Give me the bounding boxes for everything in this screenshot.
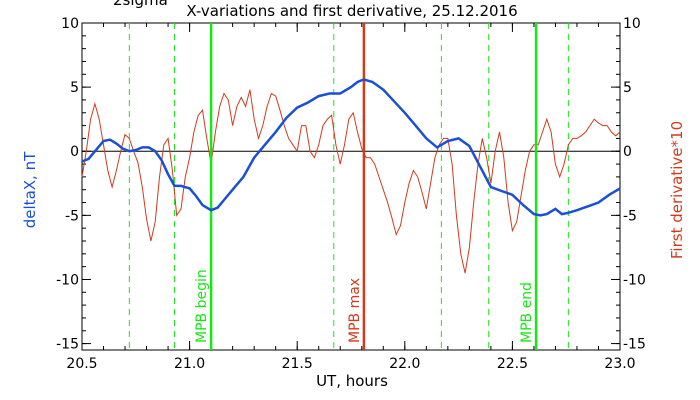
mpb-marker-label: MPB end: [519, 282, 535, 343]
left-y-tick-label: 0: [70, 144, 79, 160]
right-y-tick-label: -5: [623, 208, 637, 224]
x-tick-label: 22.0: [389, 356, 420, 372]
right-y-tick-label: -15: [623, 337, 646, 353]
left-y-tick-label: 5: [70, 80, 79, 96]
left-y-axis-label: deltaX, nT: [21, 151, 39, 228]
left-y-tick-label: -15: [56, 337, 79, 353]
plot-frame: [81, 22, 621, 351]
right-y-axis-label: First derivative*10: [668, 121, 686, 259]
right-y-tick-label: 5: [623, 80, 632, 96]
mpb-marker-label: MPB max: [347, 278, 363, 343]
x-tick-label: 22.5: [497, 356, 528, 372]
left-y-tick-label: -5: [65, 208, 79, 224]
chart-title: X-variations and first derivative, 25.12…: [186, 2, 517, 20]
right-y-tick-label: 0: [623, 144, 632, 160]
x-tick-label: 21.0: [174, 356, 205, 372]
plot-area: 20.5 21.0 21.5 22.0 22.5 23.0 10 10 5 5 0 0 -5 -5 -10 -…: [56, 16, 646, 372]
left-y-tick-label: -10: [56, 272, 79, 288]
left-y-tick-label: 10: [61, 16, 79, 32]
x-tick-label: 23.0: [604, 356, 635, 372]
right-y-tick-label: 10: [623, 16, 641, 32]
deltax-series-line: [81, 78, 621, 217]
corner-annotation: 2sigma: [113, 0, 168, 9]
derivative-series-line: [81, 89, 621, 274]
x-axis-label: UT, hours: [316, 372, 388, 390]
right-y-tick-label: -10: [623, 272, 646, 288]
x-tick-label: 20.5: [66, 356, 97, 372]
x-tick-label: 21.5: [282, 356, 313, 372]
mpb-marker-label: MPB begin: [194, 269, 210, 343]
